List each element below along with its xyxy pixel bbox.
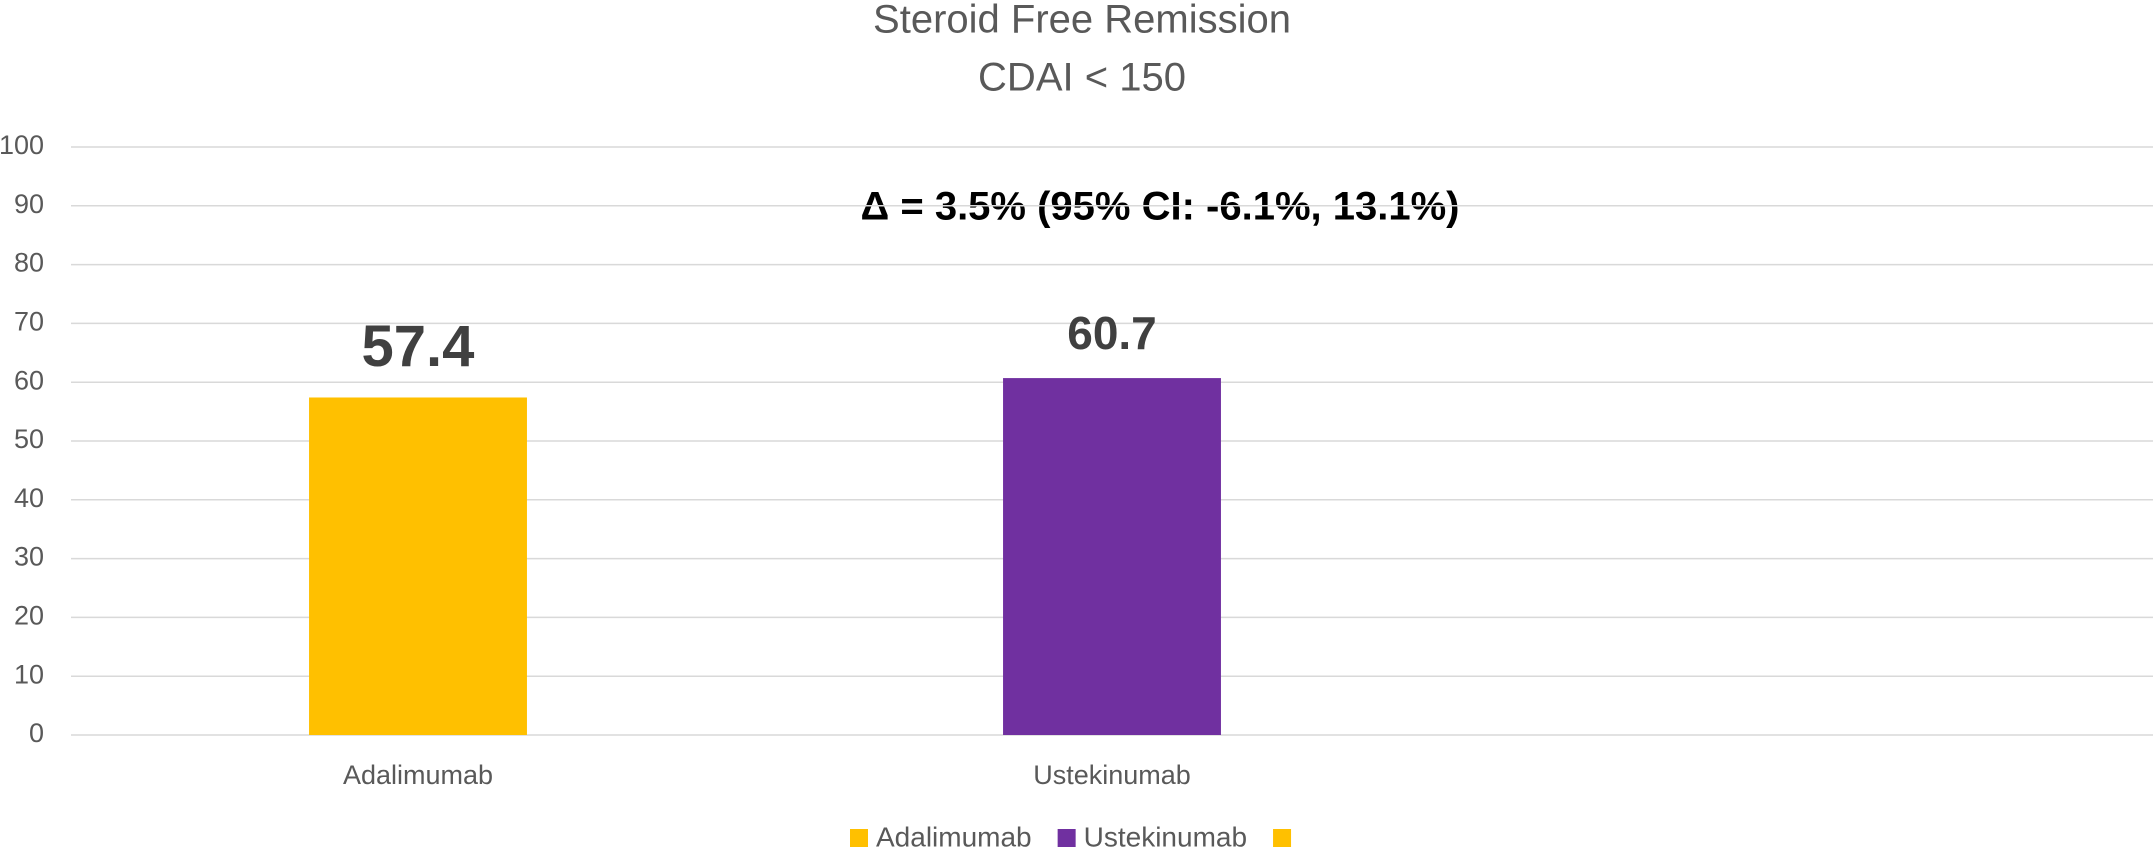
y-tick-label: 90 (14, 189, 44, 219)
x-tick-label: Ustekinumab (1033, 760, 1191, 790)
bar (1003, 378, 1221, 735)
y-tick-label: 20 (14, 601, 44, 631)
value-label: 60.7 (1067, 307, 1157, 359)
y-tick-label: 0 (29, 718, 44, 748)
legend-swatch (1273, 829, 1292, 847)
value-label: 57.4 (362, 314, 475, 379)
y-tick-label: 30 (14, 542, 44, 572)
y-tick-label: 100 (0, 130, 44, 160)
y-tick-label: 10 (14, 659, 44, 689)
bar (309, 397, 527, 735)
chart-title: Steroid Free Remission (873, 0, 1291, 42)
legend-label: Adalimumab (876, 821, 1032, 852)
y-tick-label: 70 (14, 307, 44, 337)
annotation: Δ = 3.5% (95% CI: -6.1%, 13.1%) (860, 185, 1459, 229)
legend-swatch (850, 829, 868, 847)
x-tick-label: Adalimumab (343, 760, 493, 790)
legend-label: Ustekinumab (1084, 821, 1247, 852)
y-tick-label: 40 (14, 483, 44, 513)
legend-swatch (1057, 829, 1076, 847)
chart-subtitle: CDAI < 150 (978, 56, 1186, 100)
y-tick-label: 50 (14, 424, 44, 454)
y-tick-label: 60 (14, 365, 44, 395)
y-tick-label: 80 (14, 248, 44, 278)
